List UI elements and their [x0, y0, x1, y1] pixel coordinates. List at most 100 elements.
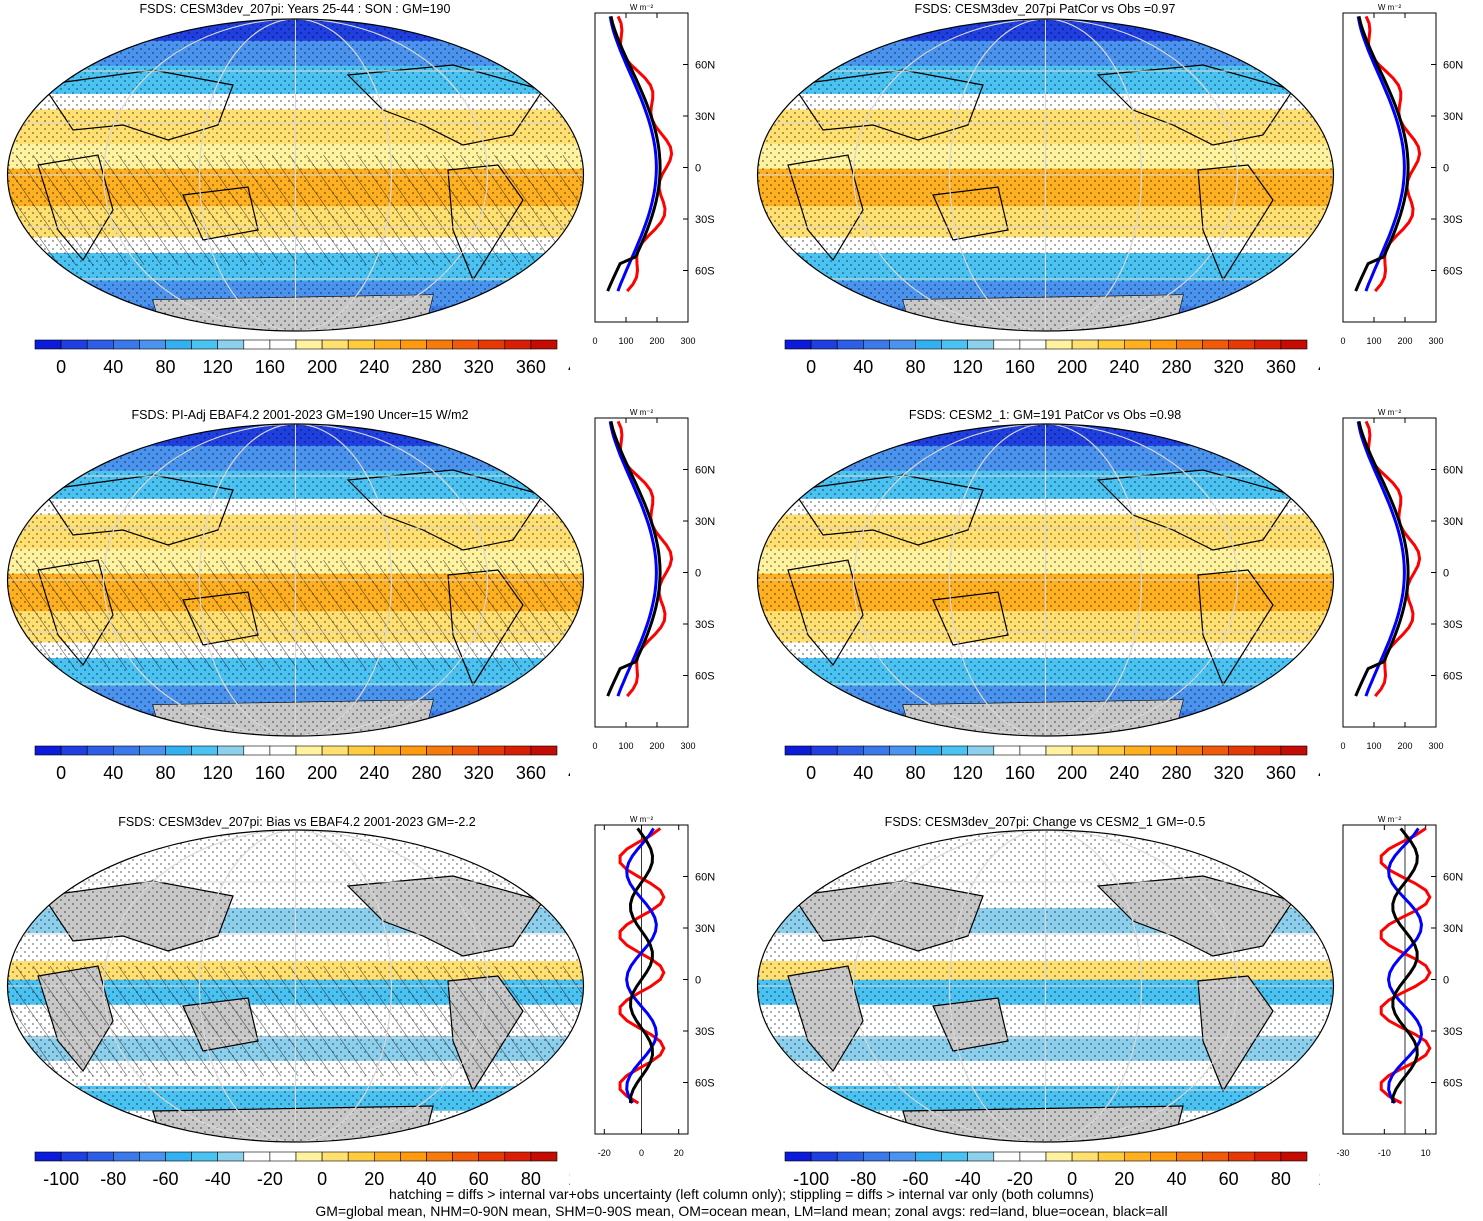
colorbar-swatch: [60, 745, 88, 756]
colorbar-swatch: [504, 339, 532, 350]
zonal-x-tick-label: 0: [592, 741, 597, 751]
lat-tick-label: 60S: [1443, 266, 1463, 278]
colorbar-tick-label: 120: [953, 357, 983, 377]
lat-tick-label: 30N: [695, 923, 715, 935]
colorbar-swatch: [86, 1151, 114, 1162]
zonal-x-tick-label: 100: [1366, 336, 1381, 346]
colorbar-swatch: [113, 745, 140, 756]
colorbar-tick-label: 120: [203, 357, 233, 377]
colorbar-swatch: [295, 1151, 323, 1162]
colorbar-swatch: [1150, 1151, 1177, 1162]
colorbar-tick-label: 240: [359, 763, 389, 783]
colorbar-swatch: [34, 339, 62, 350]
zonal-average-plot: W m⁻² 60N 30N 0 30S 60S 0 100 200 300: [592, 3, 715, 346]
colorbar-tick-label: 80: [1271, 1169, 1291, 1189]
lat-tick-label: 30S: [1443, 619, 1463, 631]
colorbar-swatch: [810, 339, 838, 350]
colorbar-tick-label: 20: [364, 1169, 384, 1189]
colorbar-tick-label: -20: [1007, 1169, 1033, 1189]
zonal-x-tick-label: 300: [680, 741, 695, 751]
colorbar-swatch: [784, 745, 812, 756]
colorbar-tick-label: -40: [955, 1169, 981, 1189]
colorbar-tick-label: -100: [43, 1169, 79, 1189]
lat-tick-label: 30N: [1443, 516, 1463, 528]
colorbar-swatch: [941, 339, 969, 350]
lat-tick-label: 0: [695, 163, 701, 175]
colorbar-swatch: [60, 339, 88, 350]
colorbar-swatch: [1202, 1151, 1230, 1162]
colorbar-swatch: [295, 339, 323, 350]
colorbar-tick-label: 160: [1005, 763, 1035, 783]
colorbar-tick-label: 40: [103, 763, 123, 783]
zonal-x-tick-label: 100: [618, 336, 633, 346]
map-panel: [6, 423, 585, 737]
colorbar-tick-label: -60: [152, 1169, 178, 1189]
panel-title: FSDS: CESM3dev_207pi: Bias vs EBAF4.2 20…: [118, 815, 476, 829]
colorbar-tick-label: 0: [56, 357, 66, 377]
colorbar-swatch: [1071, 339, 1099, 350]
colorbar-swatch: [1176, 745, 1203, 756]
colorbar: -100 -80 -60 -40 -20 0 20 40 60 80 100: [34, 1151, 570, 1189]
colorbar-swatch: [191, 1151, 219, 1162]
map-panel: [756, 423, 1335, 737]
colorbar: 0 40 80 120 160 200 240 280 320 360 400: [34, 339, 570, 377]
colorbar-swatch: [165, 745, 192, 756]
colorbar-swatch: [504, 1151, 532, 1162]
colorbar-tick-label: 360: [516, 357, 546, 377]
colorbar-swatch: [1254, 339, 1282, 350]
colorbar-swatch: [993, 1151, 1021, 1162]
colorbar-swatch: [478, 1151, 506, 1162]
colorbar-swatch: [321, 745, 349, 756]
map-panel: [6, 829, 585, 1143]
colorbar-tick-label: 240: [1109, 763, 1139, 783]
lat-tick-label: 60N: [695, 60, 715, 72]
colorbar-swatch: [889, 1151, 916, 1162]
colorbar-swatch: [217, 1151, 245, 1162]
zonal-x-tick-label: 100: [1366, 741, 1381, 751]
colorbar-swatch: [1150, 339, 1177, 350]
colorbar-swatch: [1150, 745, 1177, 756]
colorbar-swatch: [165, 1151, 192, 1162]
colorbar-swatch: [60, 1151, 88, 1162]
colorbar-swatch: [113, 1151, 140, 1162]
colorbar-swatch: [784, 339, 812, 350]
colorbar-swatch: [452, 745, 480, 756]
colorbar-swatch: [243, 745, 271, 756]
colorbar-swatch: [217, 745, 245, 756]
colorbar-swatch: [34, 1151, 62, 1162]
lat-tick-label: 60N: [1443, 872, 1463, 884]
lat-tick-label: 30S: [695, 1026, 715, 1038]
colorbar-tick-label: 240: [359, 357, 389, 377]
colorbar-swatch: [1097, 339, 1125, 350]
colorbar-tick-label: 0: [806, 357, 816, 377]
colorbar-tick-label: -80: [100, 1169, 126, 1189]
colorbar-swatch: [889, 745, 916, 756]
colorbar-swatch: [967, 745, 995, 756]
colorbar-tick-label: 60: [1219, 1169, 1239, 1189]
colorbar-tick-label: 360: [1266, 763, 1296, 783]
colorbar-swatch: [1123, 745, 1151, 756]
colorbar-tick-label: 80: [905, 357, 925, 377]
colorbar-swatch: [941, 745, 969, 756]
zonal-x-tick-label: -20: [598, 1148, 611, 1158]
colorbar-tick-label: 100: [568, 1169, 570, 1189]
colorbar-swatch: [452, 1151, 480, 1162]
lat-tick-label: 60N: [1443, 465, 1463, 477]
panel-title: FSDS: CESM3dev_207pi: Years 25-44 : SON …: [139, 2, 451, 16]
colorbar-tick-label: 80: [155, 357, 175, 377]
zonal-x-tick-label: 100: [618, 741, 633, 751]
colorbar-swatch: [1228, 339, 1256, 350]
colorbar-swatch: [86, 745, 114, 756]
colorbar-swatch: [139, 745, 166, 756]
colorbar-tick-label: 40: [103, 357, 123, 377]
colorbar-tick-label: 200: [1057, 763, 1087, 783]
lat-tick-label: 30N: [695, 111, 715, 123]
colorbar-swatch: [863, 745, 890, 756]
colorbar-tick-label: 400: [568, 763, 570, 783]
zonal-units-label: W m⁻²: [1378, 3, 1402, 12]
colorbar-swatch: [373, 339, 401, 350]
lat-tick-label: 60N: [695, 872, 715, 884]
colorbar-swatch: [165, 339, 192, 350]
colorbar-tick-label: 200: [1057, 357, 1087, 377]
colorbar-swatch: [373, 745, 401, 756]
